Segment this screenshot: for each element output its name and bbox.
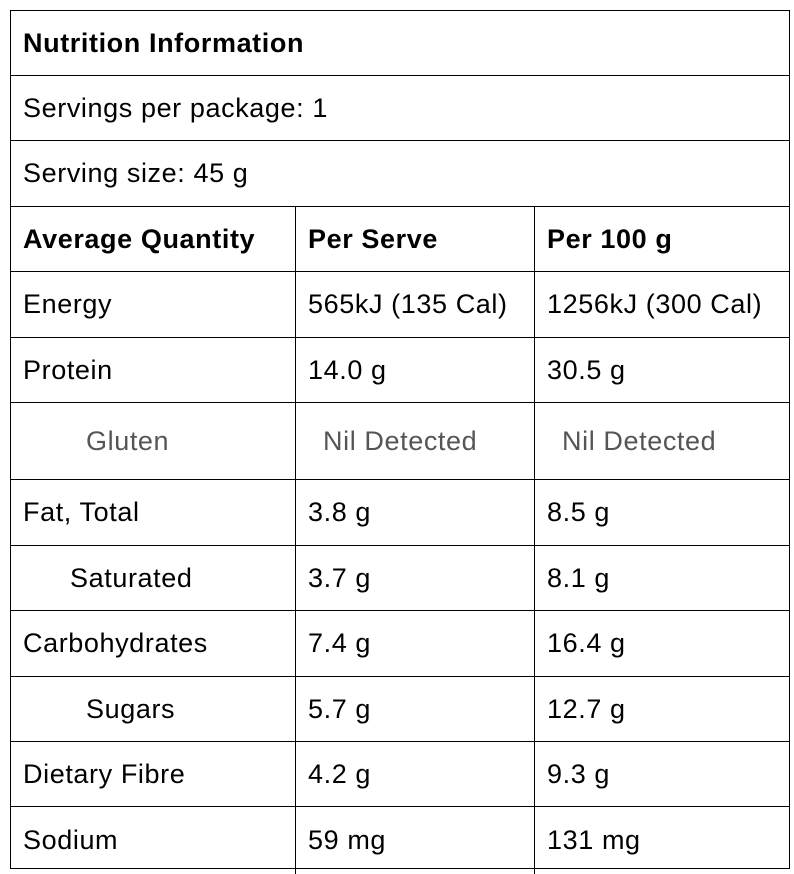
- nutrient-name: Sugars: [86, 693, 176, 724]
- per-serve-value: 5.7 g: [295, 677, 534, 741]
- serving-size-row: Serving size: 45 g: [11, 140, 789, 206]
- serving-size: Serving size: 45 g: [23, 158, 249, 188]
- per-100g-value: 30.5 g: [534, 338, 789, 402]
- per-100g-value: 12.7 g: [534, 677, 789, 741]
- table-row-saturated: Saturated 3.7 g 8.1 g: [11, 545, 789, 610]
- header-per-100g: Per 100 g: [534, 207, 789, 271]
- table-row-energy: Energy 565kJ (135 Cal) 1256kJ (300 Cal): [11, 271, 789, 337]
- per-100g-value: 8.5 g: [534, 480, 789, 545]
- nutrient-name: Energy: [23, 289, 113, 319]
- per-100g-value: 16.4 g: [534, 611, 789, 676]
- per-100g-value: Nil Detected: [534, 403, 789, 479]
- per-100g-value: 8.1 g: [534, 546, 789, 610]
- per-100g-value: 9.3 g: [534, 742, 789, 806]
- nutrient-name: Fat, Total: [23, 497, 140, 527]
- nutrient-name: Carbohydrates: [23, 628, 208, 658]
- header-row: Average Quantity Per Serve Per 100 g: [11, 206, 789, 271]
- table-row-sodium: Sodium 59 mg 131 mg: [11, 806, 789, 874]
- nutrient-name: Dietary Fibre: [23, 758, 186, 789]
- servings-row: Servings per package: 1: [11, 75, 789, 140]
- table-row-protein: Protein 14.0 g 30.5 g: [11, 337, 789, 402]
- per-serve-value: 59 mg: [295, 807, 534, 874]
- per-100g-value: 131 mg: [534, 807, 789, 874]
- nutrient-name: Gluten: [86, 425, 170, 456]
- per-serve-value: 565kJ (135 Cal): [295, 272, 534, 337]
- table-row-dietary-fibre: Dietary Fibre 4.2 g 9.3 g: [11, 741, 789, 806]
- header-average-quantity: Average Quantity: [23, 223, 256, 254]
- per-serve-value: 7.4 g: [295, 611, 534, 676]
- table-row-fat-total: Fat, Total 3.8 g 8.5 g: [11, 479, 789, 545]
- per-serve-value: 14.0 g: [295, 338, 534, 402]
- per-serve-value: Nil Detected: [295, 403, 534, 479]
- table-row-sugars: Sugars 5.7 g 12.7 g: [11, 676, 789, 741]
- per-serve-value: 3.8 g: [295, 480, 534, 545]
- header-per-serve: Per Serve: [295, 207, 534, 271]
- panel-title: Nutrition Information: [23, 27, 305, 58]
- per-serve-value: 4.2 g: [295, 742, 534, 806]
- title-row: Nutrition Information: [11, 11, 789, 75]
- nutrient-name: Saturated: [70, 562, 193, 593]
- table-row-gluten: Gluten Nil Detected Nil Detected: [11, 402, 789, 479]
- nutrient-name: Protein: [23, 354, 113, 385]
- nutrient-name: Sodium: [23, 825, 119, 855]
- servings-per-package: Servings per package: 1: [23, 92, 328, 123]
- per-100g-value: 1256kJ (300 Cal): [534, 272, 789, 337]
- nutrition-panel: Nutrition Information Servings per packa…: [10, 10, 790, 874]
- table-row-carbohydrates: Carbohydrates 7.4 g 16.4 g: [11, 610, 789, 676]
- per-serve-value: 3.7 g: [295, 546, 534, 610]
